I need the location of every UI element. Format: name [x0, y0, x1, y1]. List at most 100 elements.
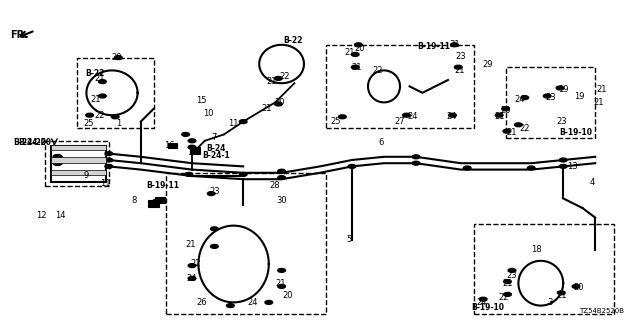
Circle shape [559, 164, 567, 168]
Text: 11: 11 [100, 179, 111, 188]
Text: 20: 20 [500, 106, 511, 115]
Text: 17: 17 [152, 199, 162, 208]
Text: 19: 19 [575, 92, 585, 100]
Text: 1: 1 [116, 119, 122, 128]
Circle shape [105, 152, 113, 156]
Circle shape [495, 113, 503, 117]
Text: 6: 6 [378, 138, 383, 147]
Text: 24: 24 [248, 298, 258, 307]
Text: 17: 17 [187, 148, 197, 156]
Bar [155, 197, 165, 203]
Text: B-22: B-22 [85, 69, 104, 78]
Text: 21: 21 [494, 112, 504, 121]
Circle shape [275, 76, 282, 80]
Text: 22: 22 [372, 66, 383, 75]
Text: 23: 23 [546, 93, 556, 102]
Text: 24: 24 [187, 274, 197, 283]
Text: 21: 21 [275, 279, 285, 288]
Circle shape [451, 43, 458, 47]
Circle shape [572, 284, 580, 288]
Text: 21: 21 [502, 279, 513, 288]
Circle shape [559, 158, 567, 162]
Text: 15: 15 [196, 96, 207, 105]
Text: 28: 28 [270, 181, 280, 190]
Circle shape [275, 102, 282, 106]
Text: B-24-20: B-24-20 [18, 138, 51, 147]
Bar [51, 145, 106, 150]
Bar [190, 147, 200, 154]
Circle shape [99, 94, 106, 98]
Text: 26: 26 [196, 298, 207, 307]
Text: 24: 24 [515, 95, 525, 104]
Circle shape [99, 80, 106, 84]
Circle shape [454, 65, 462, 69]
Circle shape [211, 244, 218, 248]
Bar [326, 45, 474, 128]
Text: 9: 9 [84, 171, 89, 180]
Text: 19: 19 [558, 85, 568, 94]
Circle shape [111, 115, 119, 119]
Circle shape [403, 113, 410, 117]
Bar [51, 146, 106, 182]
Circle shape [53, 155, 62, 159]
Bar [51, 157, 106, 163]
Circle shape [504, 292, 511, 296]
Text: 21: 21 [351, 63, 362, 72]
Circle shape [227, 304, 234, 308]
Text: 24: 24 [476, 298, 486, 307]
Circle shape [278, 284, 285, 288]
Circle shape [521, 96, 529, 100]
Text: B-24: B-24 [207, 144, 226, 153]
Circle shape [527, 166, 535, 170]
Text: 21: 21 [345, 48, 355, 57]
Circle shape [182, 132, 189, 136]
Text: 20: 20 [275, 98, 285, 107]
Text: 20: 20 [112, 53, 122, 62]
Text: 22: 22 [94, 111, 104, 120]
Text: 21: 21 [454, 66, 465, 75]
Text: 21: 21 [186, 240, 196, 249]
Text: 22: 22 [280, 72, 290, 81]
Circle shape [412, 161, 420, 165]
Text: 21: 21 [556, 291, 566, 300]
Circle shape [188, 276, 196, 280]
Bar [45, 141, 109, 186]
Text: 10: 10 [203, 109, 213, 118]
Circle shape [339, 115, 346, 119]
Text: 7: 7 [212, 133, 217, 142]
Circle shape [463, 166, 471, 170]
Text: 24: 24 [446, 112, 456, 121]
Circle shape [543, 94, 551, 98]
Text: B-24-20: B-24-20 [13, 138, 46, 147]
Circle shape [449, 113, 456, 117]
Text: 27: 27 [394, 117, 404, 126]
Circle shape [207, 192, 215, 196]
Text: 20: 20 [282, 292, 292, 300]
Text: 11: 11 [228, 119, 239, 128]
Circle shape [239, 172, 247, 176]
Text: B-19-10: B-19-10 [559, 128, 593, 137]
Text: 21: 21 [262, 104, 272, 113]
Circle shape [479, 297, 487, 301]
Text: 31: 31 [449, 40, 460, 49]
Circle shape [239, 120, 247, 124]
Circle shape [515, 123, 522, 127]
Text: 8: 8 [132, 196, 137, 204]
Circle shape [188, 264, 196, 268]
Circle shape [355, 43, 362, 47]
Text: B-19-10: B-19-10 [471, 303, 504, 312]
Circle shape [105, 164, 113, 168]
Text: 21: 21 [94, 74, 104, 83]
Circle shape [504, 280, 511, 284]
Text: B-24-1: B-24-1 [202, 151, 230, 160]
Text: 16: 16 [164, 141, 175, 150]
Circle shape [115, 56, 122, 60]
Text: 21: 21 [267, 77, 277, 86]
Text: 25: 25 [330, 117, 340, 126]
Text: 22: 22 [520, 124, 530, 132]
Circle shape [188, 139, 196, 143]
Text: 18: 18 [531, 245, 541, 254]
Circle shape [502, 107, 509, 111]
Text: 24: 24 [407, 112, 417, 121]
Text: 21: 21 [596, 85, 607, 94]
